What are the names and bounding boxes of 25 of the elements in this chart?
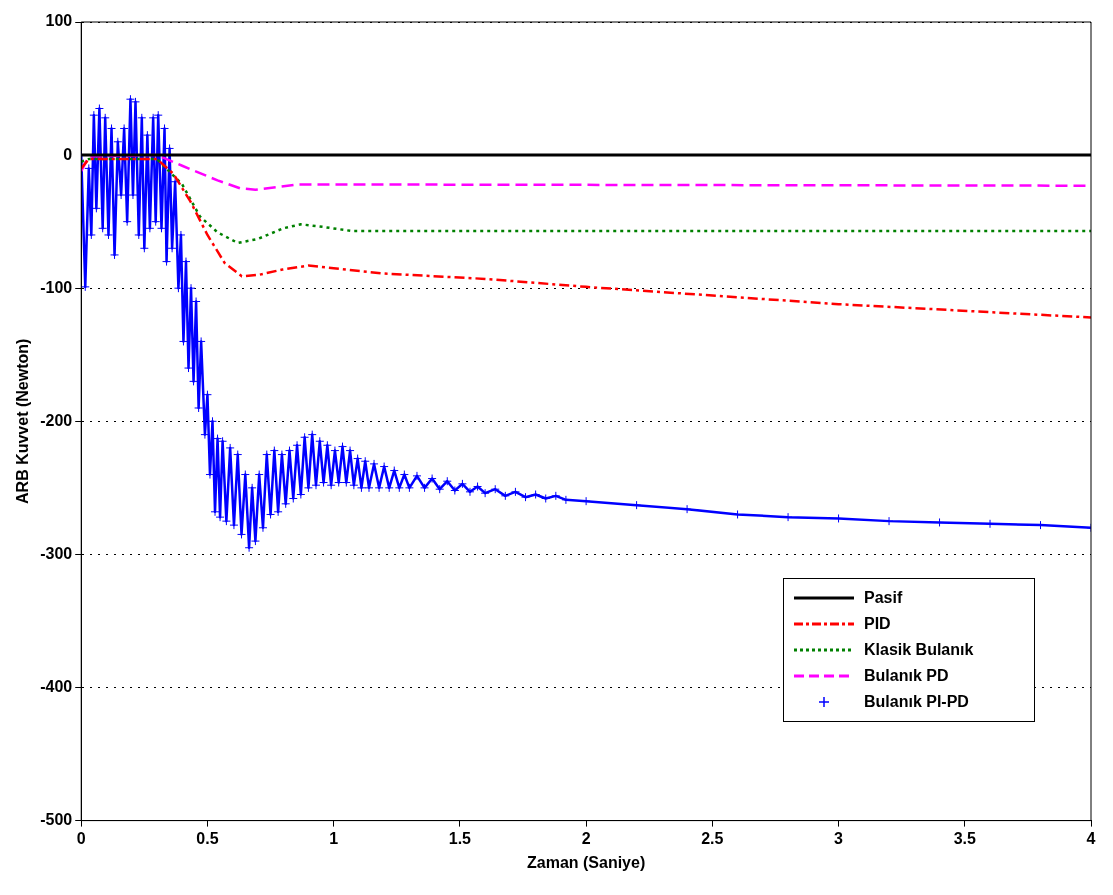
- y-axis-title: ARB Kuvvet (Newton): [14, 338, 32, 504]
- y-tick-label: -300: [40, 544, 73, 562]
- x-axis-title: Zaman (Saniye): [526, 853, 646, 871]
- x-tick-label: 4: [1086, 829, 1096, 847]
- y-tick-label: -500: [40, 811, 73, 829]
- x-tick-label: 3.5: [953, 829, 976, 847]
- line-series: [81, 157, 1091, 245]
- x-tick-label: 2.5: [701, 829, 724, 847]
- y-tick-label: -200: [40, 411, 73, 429]
- x-tick-label: 2: [581, 829, 591, 847]
- legend-label: PID: [864, 615, 891, 633]
- legend-label: Klasik Bulanık: [864, 641, 974, 659]
- legend-label: Pasif: [864, 589, 903, 607]
- x-tick-label: 3: [834, 829, 844, 847]
- legend-label: Bulanık PI-PD: [864, 693, 969, 711]
- y-tick-label: 0: [63, 145, 73, 163]
- x-tick-label: 0.5: [196, 829, 219, 847]
- legend-label: Bulanık PD: [864, 667, 949, 685]
- x-tick-label: 0: [76, 829, 86, 847]
- line-series: [81, 157, 1091, 319]
- x-tick-label: 1.5: [448, 829, 472, 847]
- y-tick-label: -400: [40, 677, 73, 695]
- y-tick-label: -100: [40, 278, 73, 296]
- x-tick-label: 1: [329, 829, 339, 847]
- y-tick-label: 100: [45, 12, 73, 30]
